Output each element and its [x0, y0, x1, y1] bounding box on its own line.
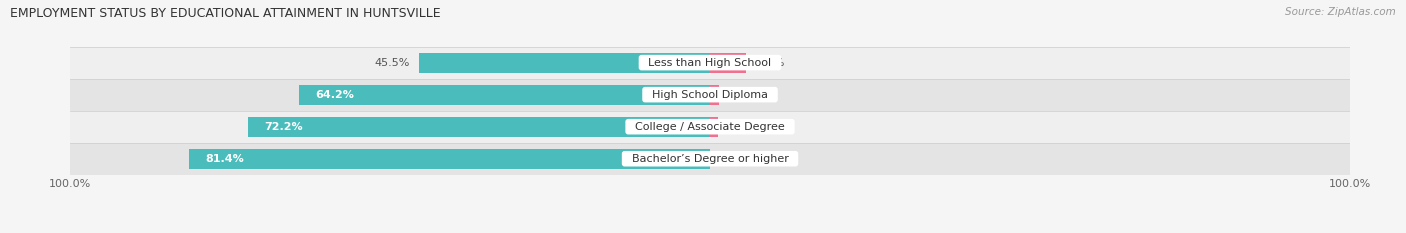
Text: 64.2%: 64.2%: [315, 90, 354, 100]
Bar: [190, 149, 710, 169]
Text: Less than High School: Less than High School: [641, 58, 779, 68]
Text: EMPLOYMENT STATUS BY EDUCATIONAL ATTAINMENT IN HUNTSVILLE: EMPLOYMENT STATUS BY EDUCATIONAL ATTAINM…: [10, 7, 440, 20]
Text: 81.4%: 81.4%: [205, 154, 245, 164]
Bar: [299, 85, 710, 105]
Bar: [710, 85, 718, 105]
Text: 5.7%: 5.7%: [756, 58, 785, 68]
Bar: [419, 53, 710, 72]
Bar: [710, 53, 747, 72]
Text: College / Associate Degree: College / Associate Degree: [628, 122, 792, 132]
Bar: [247, 117, 710, 137]
Bar: [70, 111, 1350, 143]
Bar: [70, 79, 1350, 111]
Text: 1.2%: 1.2%: [727, 122, 755, 132]
Bar: [70, 143, 1350, 175]
Bar: [70, 47, 1350, 79]
Text: 1.4%: 1.4%: [728, 90, 756, 100]
Text: Bachelor’s Degree or higher: Bachelor’s Degree or higher: [624, 154, 796, 164]
Text: 72.2%: 72.2%: [264, 122, 302, 132]
Text: 0.0%: 0.0%: [720, 154, 748, 164]
Bar: [710, 117, 717, 137]
Text: 45.5%: 45.5%: [374, 58, 409, 68]
Text: Source: ZipAtlas.com: Source: ZipAtlas.com: [1285, 7, 1396, 17]
Text: High School Diploma: High School Diploma: [645, 90, 775, 100]
